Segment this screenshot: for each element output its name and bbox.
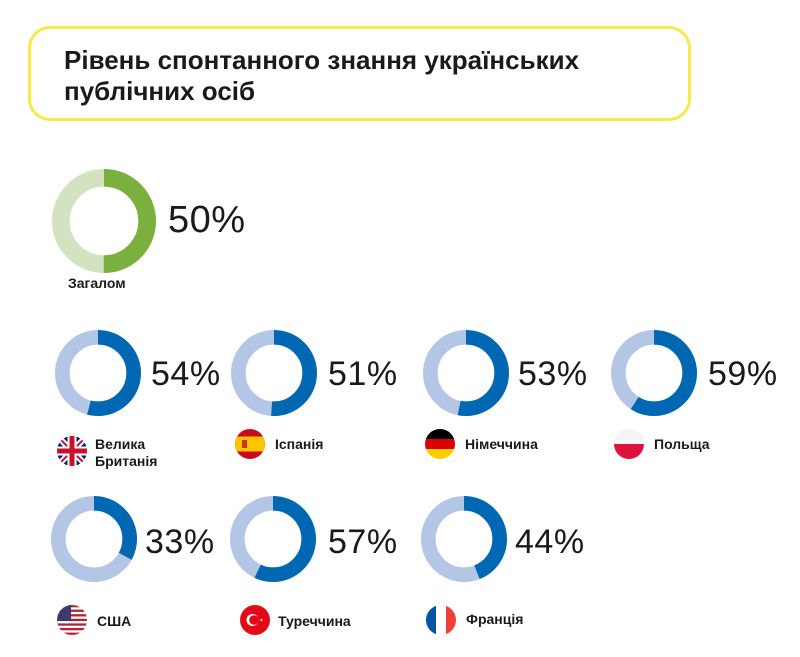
donut-turkey (230, 496, 316, 582)
pct-germany: 53% (518, 355, 588, 393)
chart-title: Рівень спонтанного знання українських пу… (64, 45, 580, 106)
pct-france: 44% (515, 523, 585, 561)
label-overall: Загалом (68, 275, 126, 291)
france-flag-icon (426, 605, 456, 635)
label-turkey: Туреччина (278, 613, 351, 629)
donut-poland-slice (611, 330, 697, 416)
donut-uk-slice (55, 330, 141, 416)
label-spain: Іспанія (275, 436, 324, 452)
donut-spain-slice (231, 330, 317, 416)
pct-spain: 51% (328, 355, 398, 393)
donut-turkey-slice (230, 496, 316, 582)
donut-germany-slice (423, 330, 509, 416)
donut-uk (55, 330, 141, 416)
pct-usa: 33% (145, 523, 215, 561)
label-france: Франція (466, 611, 524, 627)
label-usa: США (97, 613, 132, 629)
pct-uk: 54% (151, 355, 221, 393)
label-uk-line1: Велика (95, 436, 146, 452)
pct-poland: 59% (708, 355, 778, 393)
pct-turkey: 57% (328, 523, 398, 561)
poland-flag-icon (614, 429, 644, 459)
donut-france-slice (421, 496, 507, 582)
donut-overall-slice (52, 169, 156, 273)
donut-poland (611, 330, 697, 416)
donut-spain (231, 330, 317, 416)
label-germany: Німеччина (465, 436, 538, 452)
donut-france (421, 496, 507, 582)
germany-flag-icon (425, 429, 455, 459)
donut-usa-slice (51, 496, 137, 582)
turkey-flag-icon (240, 605, 270, 635)
donut-usa (51, 496, 137, 582)
label-uk-line2: Британія (95, 453, 158, 469)
usa-flag-icon (57, 605, 87, 635)
label-uk: Велика Британія (95, 436, 157, 470)
donut-overall (52, 169, 156, 273)
uk-flag-icon (57, 436, 87, 466)
spain-flag-icon (235, 429, 265, 459)
pct-overall: 50% (168, 199, 246, 241)
label-poland: Польща (654, 436, 710, 452)
title-box: Рівень спонтанного знання українських пу… (28, 26, 691, 121)
donut-germany (423, 330, 509, 416)
